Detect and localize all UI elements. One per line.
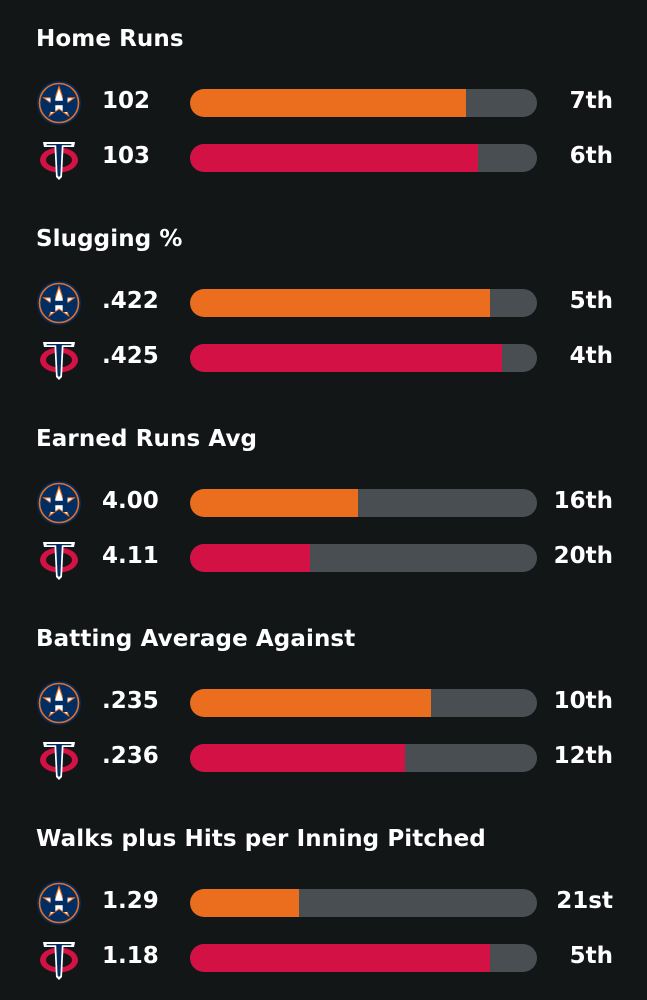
team-row-twins: .425 4th — [0, 333, 647, 383]
stat-bar-fill — [190, 344, 503, 372]
houston-astros-logo-icon — [36, 80, 82, 126]
stat-bar-track — [190, 744, 537, 772]
stat-bar-track — [190, 689, 537, 717]
stat-value: 1.18 — [102, 943, 159, 969]
team-row-twins: 103 6th — [0, 133, 647, 183]
stat-value: 4.11 — [102, 543, 159, 569]
team-row-twins: 1.18 5th — [0, 933, 647, 983]
league-rank: 21st — [556, 888, 613, 914]
stat-bar-fill — [190, 89, 466, 117]
stat-bar-track — [190, 889, 537, 917]
stat-bar-track — [190, 944, 537, 972]
stat-value: 1.29 — [102, 888, 159, 914]
stat-bar-track — [190, 489, 537, 517]
stat-value: .422 — [102, 288, 159, 314]
stat-title: Earned Runs Avg — [36, 426, 258, 452]
stat-bar-fill — [190, 744, 406, 772]
stat-title: Slugging % — [36, 226, 183, 252]
minnesota-twins-logo-icon — [36, 735, 82, 781]
stat-bar-fill — [190, 544, 310, 572]
league-rank: 4th — [569, 343, 613, 369]
minnesota-twins-logo-icon — [36, 935, 82, 981]
stat-bar-track — [190, 89, 537, 117]
stat-value: .236 — [102, 743, 159, 769]
stat-bar-track — [190, 344, 537, 372]
stat-bar-fill — [190, 289, 491, 317]
stat-value: .425 — [102, 343, 159, 369]
houston-astros-logo-icon — [36, 280, 82, 326]
stat-value: .235 — [102, 688, 159, 714]
stat-value: 4.00 — [102, 488, 159, 514]
league-rank: 12th — [553, 743, 613, 769]
team-row-astros: 4.00 16th — [0, 478, 647, 528]
stat-bar-track — [190, 144, 537, 172]
stat-value: 102 — [102, 88, 151, 114]
team-row-twins: 4.11 20th — [0, 533, 647, 583]
stat-section-batting-average-against: Batting Average Against .235 10th .236 1… — [0, 600, 647, 800]
league-rank: 7th — [569, 88, 613, 114]
team-row-astros: .235 10th — [0, 678, 647, 728]
stat-bar-track — [190, 544, 537, 572]
stat-section-whip: Walks plus Hits per Inning Pitched 1.29 … — [0, 800, 647, 1000]
league-rank: 16th — [553, 488, 613, 514]
stat-section-home-runs: Home Runs 102 7th 103 6th — [0, 0, 647, 200]
stat-bar-fill — [190, 944, 491, 972]
league-rank: 10th — [553, 688, 613, 714]
stat-bar-fill — [190, 144, 478, 172]
stat-section-earned-runs-avg: Earned Runs Avg 4.00 16th 4.11 20th — [0, 400, 647, 600]
minnesota-twins-logo-icon — [36, 535, 82, 581]
league-rank: 5th — [569, 288, 613, 314]
stat-title: Walks plus Hits per Inning Pitched — [36, 826, 486, 852]
team-row-astros: 1.29 21st — [0, 878, 647, 928]
minnesota-twins-logo-icon — [36, 135, 82, 181]
league-rank: 5th — [569, 943, 613, 969]
houston-astros-logo-icon — [36, 680, 82, 726]
stat-section-slugging: Slugging % .422 5th .425 4th — [0, 200, 647, 400]
league-rank: 6th — [569, 143, 613, 169]
league-rank: 20th — [553, 543, 613, 569]
stat-bar-fill — [190, 889, 300, 917]
stat-bar-fill — [190, 489, 359, 517]
stat-bar-fill — [190, 689, 432, 717]
houston-astros-logo-icon — [36, 880, 82, 926]
stat-title: Home Runs — [36, 26, 184, 52]
stat-title: Batting Average Against — [36, 626, 356, 652]
team-row-astros: .422 5th — [0, 278, 647, 328]
team-row-twins: .236 12th — [0, 733, 647, 783]
stat-value: 103 — [102, 143, 151, 169]
houston-astros-logo-icon — [36, 480, 82, 526]
minnesota-twins-logo-icon — [36, 335, 82, 381]
team-row-astros: 102 7th — [0, 78, 647, 128]
stat-bar-track — [190, 289, 537, 317]
